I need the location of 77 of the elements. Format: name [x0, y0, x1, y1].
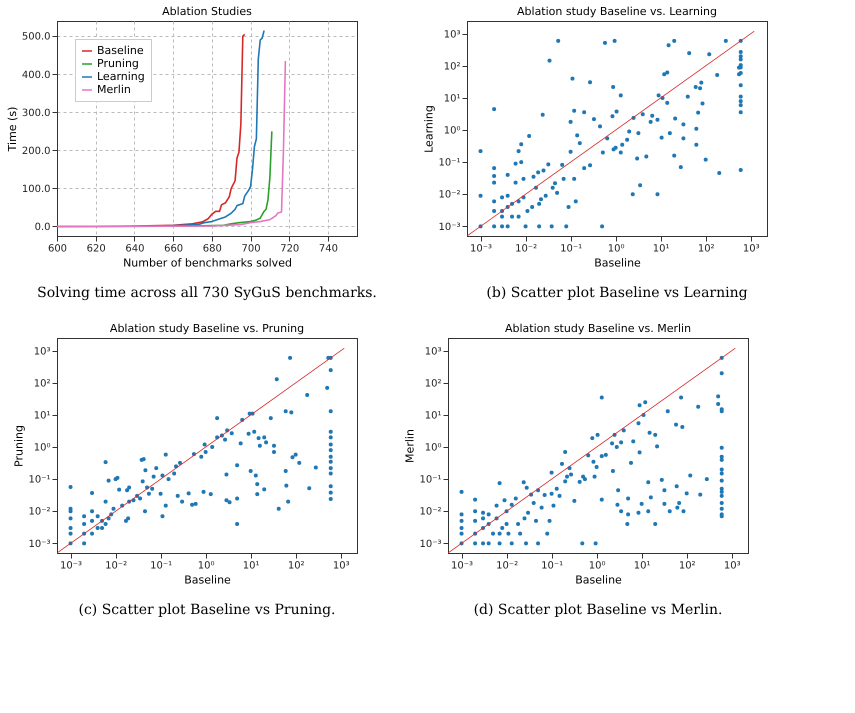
y-tick-label: 10³: [424, 346, 442, 358]
x-tick-label: 10⁻³: [451, 560, 474, 572]
text: (d) Scatter plot Baseline vs Merlin.: [474, 602, 722, 618]
y-tick-label: 10⁻³: [419, 538, 442, 550]
y-axis-title: Time (s): [6, 106, 19, 152]
x-tick-label: 10²: [678, 560, 696, 572]
x-axis-title: Baseline: [184, 574, 232, 586]
y-axis-title: Merlin: [403, 429, 416, 463]
x-tick-label: 10⁻¹: [541, 560, 564, 572]
x-tick-label: 10⁻¹: [150, 560, 172, 572]
chart-title: Ablation study Baseline vs. Merlin: [504, 322, 692, 335]
x-tick-label: 720: [280, 244, 300, 254]
y-tick-label: 10⁻²: [419, 506, 442, 518]
x-tick-label: 10⁻¹: [560, 244, 582, 254]
text: (b) Scatter plot Baseline vs Learning: [486, 285, 748, 301]
chart-title: Ablation study Baseline vs. Learning: [517, 5, 717, 18]
y-tick-label: 100.0: [22, 184, 50, 195]
y-tick-label: 10³: [34, 346, 50, 358]
y-tick-label: 400.0: [22, 70, 50, 81]
y-tick-label: 10²: [424, 378, 442, 390]
text: Solving time across all 730 SyGuS benchmarks.: [37, 285, 377, 301]
y-tick-label: 10⁻³: [438, 222, 460, 233]
y-tick-label: 10²: [34, 378, 50, 390]
x-tick-label: 10⁻³: [60, 560, 82, 572]
y-tick-label: 10⁻¹: [28, 474, 50, 486]
y-tick-label: 10⁻²: [28, 506, 50, 518]
y-tick-label: 500.0: [22, 32, 50, 43]
y-tick-label: 10⁰: [444, 126, 460, 137]
y-tick-label: 10⁻²: [438, 190, 460, 201]
x-tick-label: 10⁻²: [496, 560, 518, 572]
x-tick-label: 10⁰: [198, 560, 214, 572]
x-tick-label: 10⁻³: [470, 244, 492, 254]
y-tick-label: 10³: [444, 29, 460, 40]
x-tick-label: 600: [48, 244, 68, 254]
y-tick-label: 10⁻¹: [419, 474, 442, 486]
x-tick-label: 660: [164, 244, 184, 254]
x-tick-label: 10⁻²: [515, 244, 538, 254]
x-tick-label: 10³: [742, 244, 760, 254]
x-tick-label: 680: [202, 244, 222, 254]
x-tick-label: 10⁰: [588, 560, 606, 572]
legend-label: Baseline: [97, 44, 144, 57]
y-tick-label: 200.0: [22, 146, 50, 157]
y-tick-label: 300.0: [22, 108, 50, 119]
y-tick-label: 10¹: [444, 93, 460, 104]
y-tick-label: 10⁰: [424, 442, 442, 454]
x-tick-label: 10¹: [634, 560, 651, 572]
y-tick-label: 10⁻³: [28, 538, 50, 550]
x-tick-label: 10²: [288, 560, 305, 572]
x-axis-title: Number of benchmarks solved: [123, 256, 292, 270]
x-tick-label: 10¹: [652, 244, 670, 254]
x-tick-label: 10³: [724, 560, 741, 572]
x-tick-label: 10³: [332, 560, 350, 572]
x-tick-label: 700: [242, 244, 261, 254]
y-axis-title: Pruning: [12, 425, 26, 467]
x-tick-label: 10¹: [242, 560, 260, 572]
line-series: [57, 60, 286, 228]
y-tick-label: 10⁻¹: [438, 158, 460, 169]
chart-title: Ablation Studies: [162, 5, 252, 18]
legend-label: Pruning: [97, 57, 139, 70]
x-tick-label: 10⁻²: [105, 560, 128, 572]
x-tick-label: 620: [86, 244, 106, 254]
y-tick-label: 10¹: [34, 410, 50, 422]
x-tick-label: 10²: [698, 244, 715, 254]
x-axis-title: Baseline: [575, 574, 622, 586]
legend-label: Learning: [97, 70, 145, 83]
x-axis-title: Baseline: [594, 256, 642, 270]
chart-title: Ablation study Baseline vs. Pruning: [110, 322, 304, 335]
y-tick-label: 10²: [444, 61, 460, 72]
y-axis-title: Learning: [422, 105, 436, 153]
legend-label: Merlin: [97, 83, 131, 96]
x-tick-label: 10⁰: [608, 244, 624, 254]
y-tick-label: 10⁰: [34, 442, 50, 454]
y-tick-label: 10¹: [424, 410, 442, 422]
y-tick-label: 0.0: [34, 222, 50, 233]
x-tick-label: 740: [318, 244, 338, 254]
x-tick-label: 640: [125, 244, 144, 254]
text: (c) Scatter plot Baseline vs Pruning.: [78, 602, 336, 618]
